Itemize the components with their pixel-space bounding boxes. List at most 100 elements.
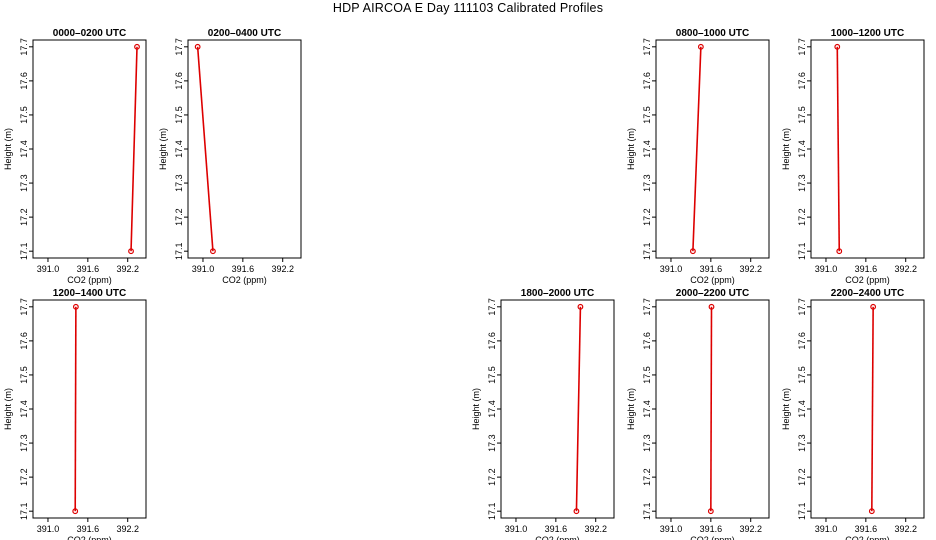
y-tick-label: 17.7 (487, 298, 497, 316)
y-tick-label: 17.1 (797, 502, 807, 520)
y-tick-label: 17.2 (797, 208, 807, 226)
y-tick-label: 17.3 (487, 434, 497, 452)
profile-point (836, 248, 843, 255)
panel-frame (32, 299, 147, 519)
y-tick-label: 17.2 (797, 468, 807, 486)
y-tick-label: 17.1 (642, 502, 652, 520)
x-tick-label: 391.6 (700, 264, 723, 274)
profile-point (210, 248, 216, 255)
x-axis-label: CO2 (ppm) (845, 535, 890, 540)
panel-frame (655, 299, 770, 519)
y-tick-label: 17.2 (19, 208, 29, 226)
y-tick-label: 17.5 (642, 366, 652, 384)
panel-frame (810, 299, 925, 519)
y-tick-label: 17.5 (797, 366, 807, 384)
profile-line (692, 46, 702, 252)
profile-line (196, 46, 214, 252)
y-tick-label: 17.3 (797, 434, 807, 452)
y-tick-label: 17.6 (19, 332, 29, 350)
profile-point (194, 43, 201, 50)
x-tick-label: 391.0 (37, 264, 60, 274)
y-tick-label: 17.4 (487, 400, 497, 418)
x-tick-label: 391.6 (77, 524, 100, 534)
panel-frame (655, 39, 770, 259)
y-axis-label: Height (m) (781, 128, 791, 170)
profile-panel: 0200–0400 UTC 391.0 391.6 392.2 CO2 (ppm) 17.… (158, 28, 302, 285)
profile-point (128, 248, 134, 255)
x-tick-label: 391.0 (660, 524, 683, 534)
y-tick-label: 17.3 (642, 174, 652, 192)
profile-point (134, 43, 140, 50)
y-tick-label: 17.5 (797, 106, 807, 124)
y-tick-label: 17.4 (174, 140, 184, 158)
panel-title: 1200–1400 UTC (53, 288, 126, 299)
panel-title: 2000–2200 UTC (676, 288, 749, 299)
x-tick-label: 391.6 (700, 524, 723, 534)
y-tick-label: 17.1 (19, 242, 29, 260)
y-tick-label: 17.7 (797, 38, 807, 56)
x-tick-label: 391.0 (192, 264, 215, 274)
x-tick-label: 391.0 (815, 524, 838, 534)
x-axis-label: CO2 (ppm) (67, 535, 112, 540)
y-axis-label: Height (m) (471, 388, 481, 430)
y-tick-label: 17.1 (174, 242, 184, 260)
x-tick-label: 391.6 (855, 264, 878, 274)
figure-title: HDP AIRCOA E Day 111103 Calibrated Profi… (332, 1, 604, 15)
profile-point (72, 508, 79, 515)
x-tick-label: 392.2 (116, 264, 139, 274)
y-tick-label: 17.6 (642, 332, 652, 350)
profile-panel: 1000–1200 UTC 391.0 391.6 392.2 CO2 (ppm) 17.… (781, 28, 925, 285)
profile-point (72, 303, 79, 310)
y-tick-label: 17.4 (19, 140, 29, 158)
x-axis-label: CO2 (ppm) (535, 535, 580, 540)
y-tick-label: 17.7 (174, 38, 184, 56)
y-tick-label: 17.4 (642, 140, 652, 158)
y-tick-label: 17.6 (797, 72, 807, 90)
x-axis-label: CO2 (ppm) (690, 275, 735, 285)
y-tick-label: 17.5 (19, 366, 29, 384)
x-tick-label: 392.2 (739, 264, 762, 274)
profile-point (577, 303, 584, 310)
profile-point (689, 248, 696, 255)
y-tick-label: 17.5 (174, 106, 184, 124)
profile-point (573, 508, 580, 515)
panel-title: 0800–1000 UTC (676, 28, 749, 39)
y-tick-label: 17.3 (642, 434, 652, 452)
profile-panel: 1200–1400 UTC 391.0 391.6 392.2 CO2 (ppm) 17.… (3, 288, 147, 540)
y-axis-label: Height (m) (3, 128, 13, 170)
y-tick-label: 17.7 (797, 298, 807, 316)
y-tick-label: 17.6 (487, 332, 497, 350)
y-tick-label: 17.7 (19, 38, 29, 56)
y-tick-label: 17.1 (642, 242, 652, 260)
panel-title: 0200–0400 UTC (208, 28, 281, 39)
y-tick-label: 17.6 (174, 72, 184, 90)
profile-panel: 1800–2000 UTC 391.0 391.6 392.2 CO2 (ppm) 17.… (471, 288, 615, 540)
y-tick-label: 17.2 (642, 208, 652, 226)
x-tick-label: 391.6 (232, 264, 255, 274)
y-tick-label: 17.5 (642, 106, 652, 124)
y-tick-label: 17.3 (19, 174, 29, 192)
profile-point (834, 43, 841, 50)
x-tick-label: 391.6 (855, 524, 878, 534)
y-tick-label: 17.6 (19, 72, 29, 90)
y-tick-label: 17.4 (19, 400, 29, 418)
y-tick-label: 17.4 (642, 400, 652, 418)
panel-frame (32, 39, 147, 259)
x-tick-label: 392.2 (271, 264, 294, 274)
x-tick-label: 392.2 (894, 524, 917, 534)
y-tick-label: 17.1 (797, 242, 807, 260)
x-tick-label: 391.6 (545, 524, 568, 534)
profile-point (697, 43, 704, 50)
x-tick-label: 392.2 (739, 524, 762, 534)
profile-point (707, 508, 714, 515)
y-tick-label: 17.1 (19, 502, 29, 520)
profile-line (836, 46, 841, 252)
profile-line (871, 306, 874, 512)
y-tick-label: 17.4 (797, 140, 807, 158)
y-tick-label: 17.2 (642, 468, 652, 486)
y-tick-label: 17.3 (797, 174, 807, 192)
x-axis-label: CO2 (ppm) (222, 275, 267, 285)
y-axis-label: Height (m) (158, 128, 168, 170)
profile-line (710, 306, 713, 512)
